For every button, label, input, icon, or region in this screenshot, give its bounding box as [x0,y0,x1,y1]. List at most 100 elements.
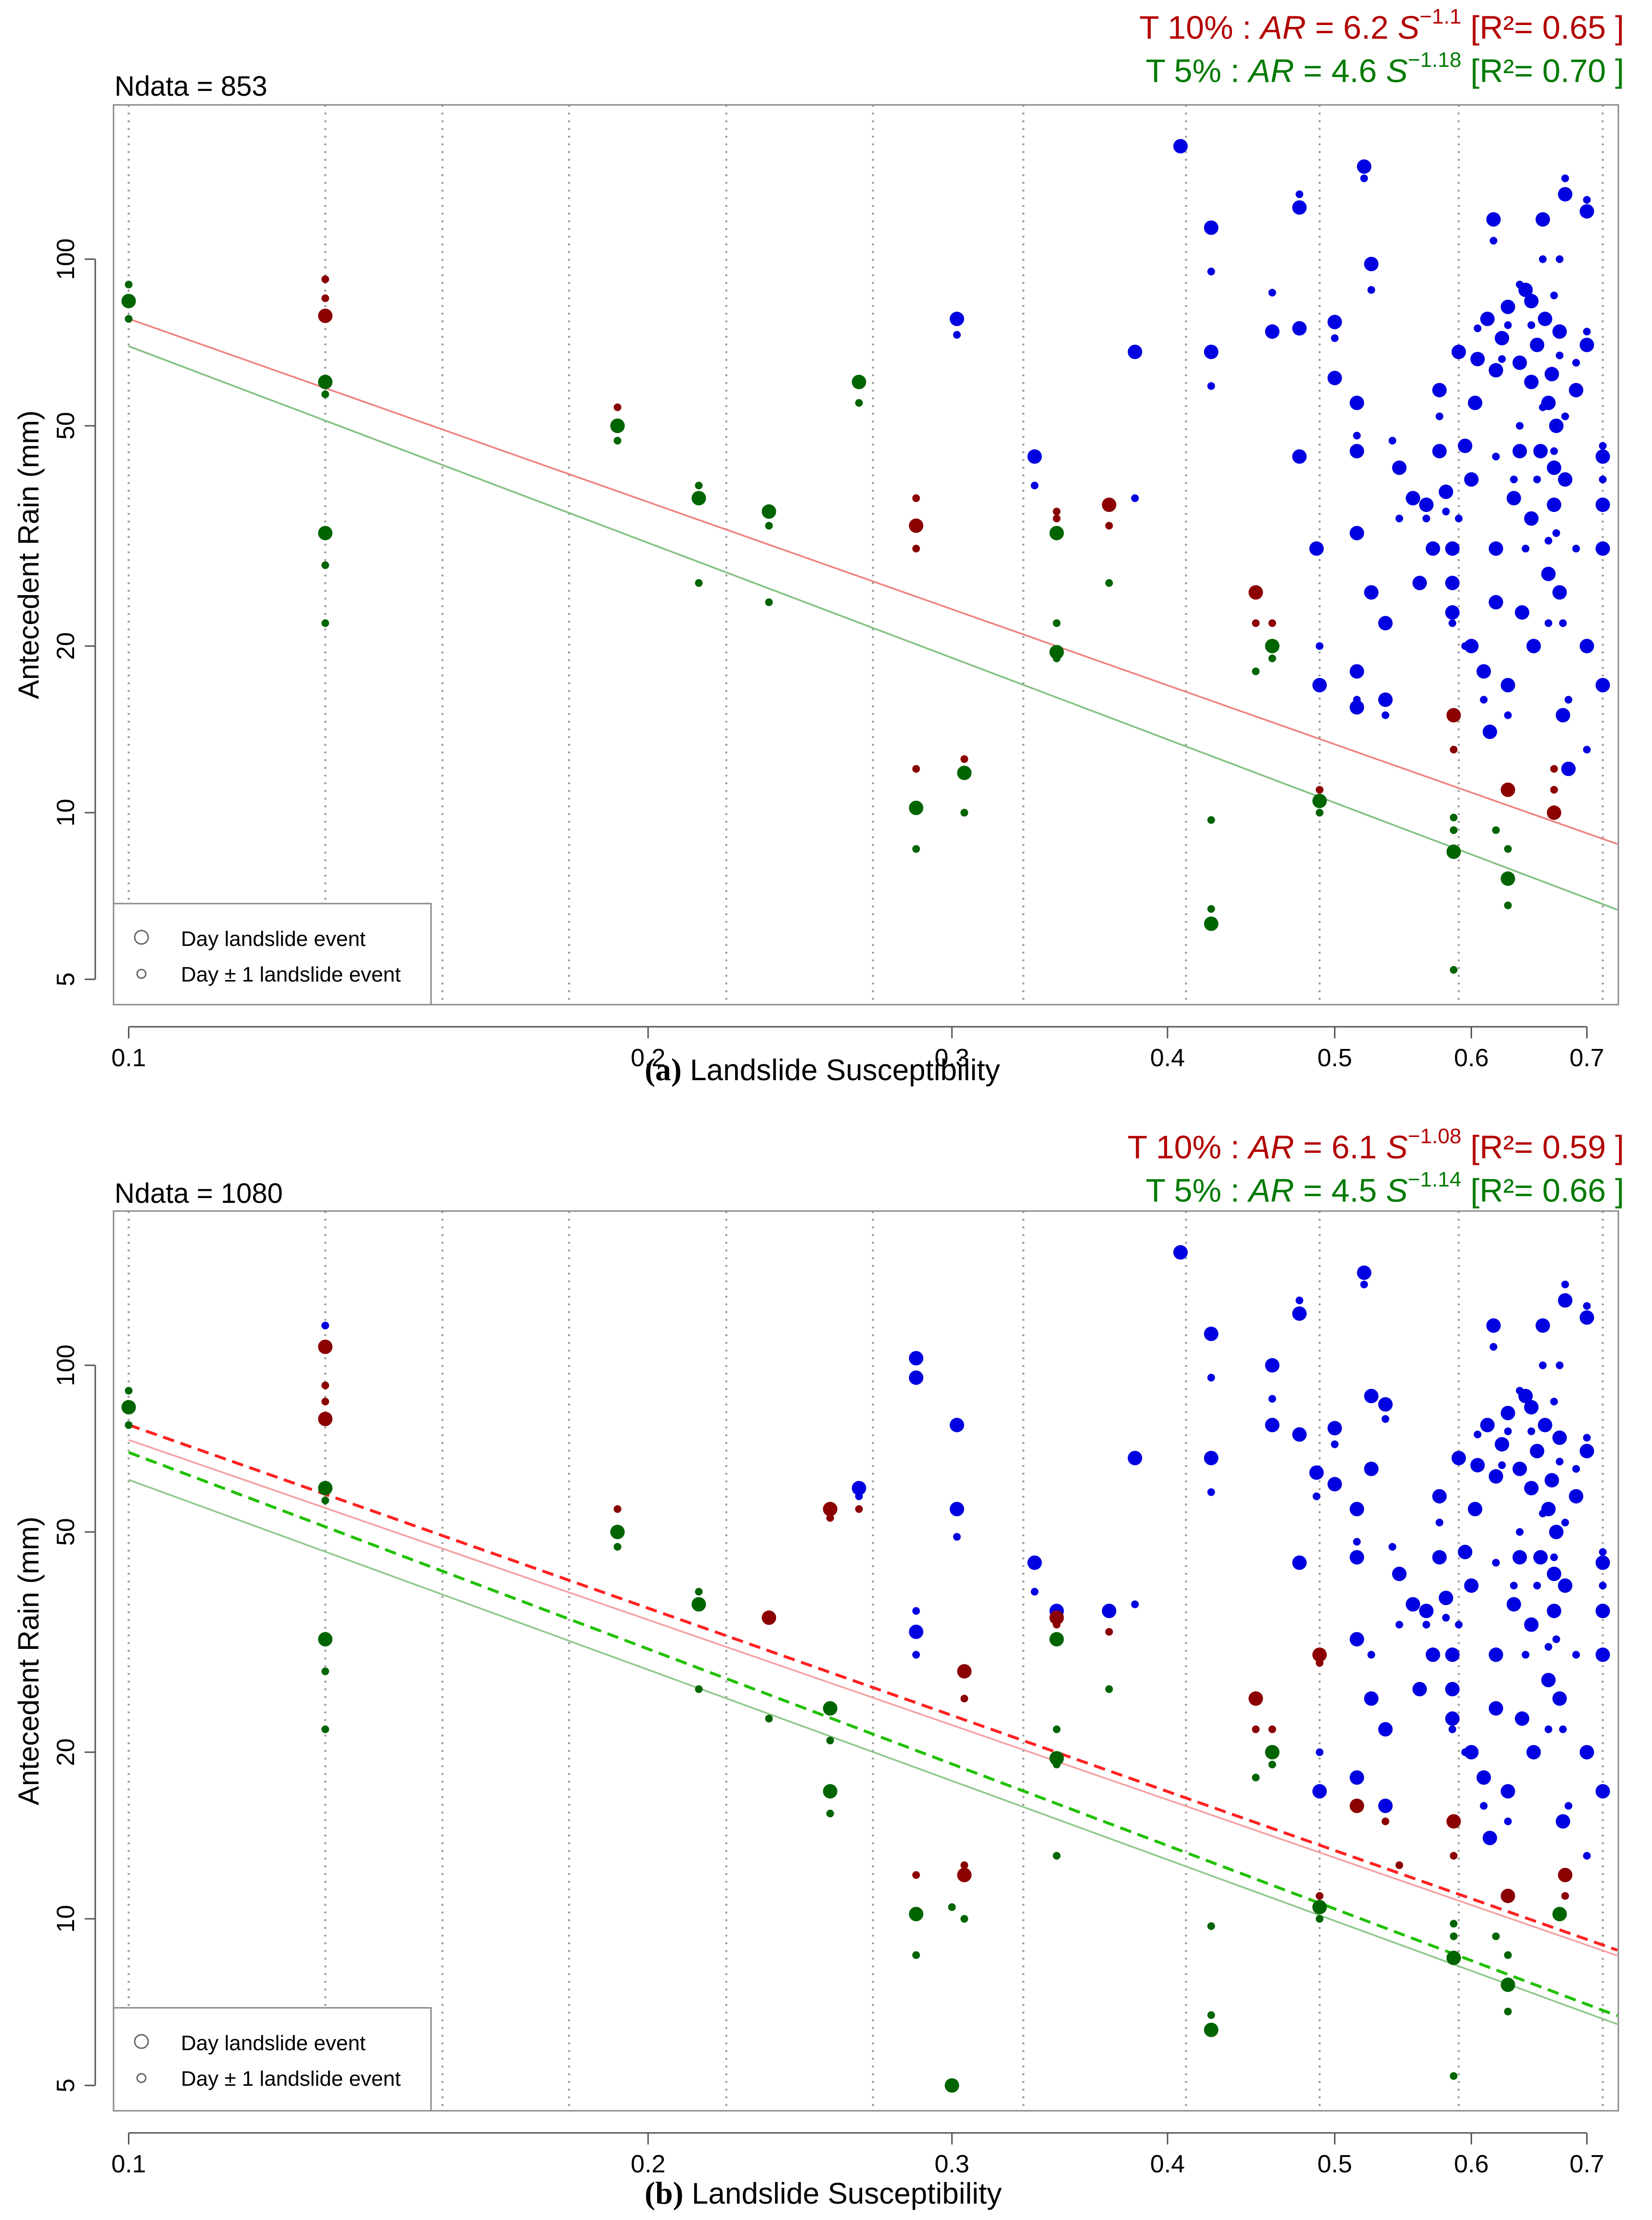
data-point-small [1550,1553,1558,1561]
data-point-large [1292,1306,1307,1321]
data-point-large [1558,187,1573,202]
data-point-large [1349,1632,1364,1646]
equation-t5: T 5% : AR = 4.5 S−1.14 [R²= 0.66 ] [1145,1168,1624,1210]
data-point-small [1316,1892,1324,1900]
data-point-small [1474,1430,1482,1439]
data-point-large [1309,1465,1324,1480]
data-point-large [1558,1293,1573,1308]
data-point-large [318,1632,333,1646]
data-point-large [1514,605,1529,620]
data-point-large [1518,282,1533,297]
data-point-large [1476,664,1491,679]
data-point-large [1547,498,1562,512]
data-point-small [1599,475,1607,484]
data-point-large [1378,692,1393,707]
data-point-small [1516,421,1524,430]
data-point-large [1506,1597,1521,1612]
data-point-small [1561,412,1569,421]
data-point-small [1296,190,1304,198]
data-point-large [1470,352,1485,367]
data-point-small [1559,619,1567,627]
data-point-large [1349,444,1364,459]
data-point-large [1349,1550,1364,1565]
data-point-small [1296,1296,1304,1304]
data-point-large [1049,1751,1064,1766]
eq-exponent: −1.08 [1408,1124,1461,1148]
eq-r2: [R²= 0.65 ] [1461,9,1624,46]
x-axis-title-text: Landslide Susceptibility [690,1054,1000,1087]
data-point-large [1292,449,1307,464]
data-point-large [1488,541,1503,556]
data-point-large [1049,645,1064,660]
data-point-large [1173,139,1188,153]
data-point-small [1331,1440,1339,1448]
data-point-large [1464,638,1479,653]
data-point-large [610,1524,625,1539]
data-point-small [1449,814,1458,822]
data-point-small [1053,1725,1061,1734]
data-point-small [1555,255,1563,263]
data-point-large [1292,200,1307,215]
data-point-large [1558,1867,1573,1882]
data-point-large [1446,708,1461,723]
data-point-small [1504,845,1512,853]
data-point-large [1547,460,1562,475]
data-point-small [1207,905,1215,913]
data-point-small [1436,1518,1444,1527]
equation-t5: T 5% : AR = 4.6 S−1.18 [R²= 0.70 ] [1145,48,1624,90]
data-point-small [1492,1932,1500,1940]
data-point-large [909,1370,924,1385]
data-point-large [1530,337,1545,352]
eq-mid: = 6.2 [1306,9,1398,46]
data-point-small [1268,654,1276,663]
data-point-small [826,1810,834,1818]
x-tick-label: 0.2 [631,2150,665,2178]
data-point-small [321,275,330,283]
data-point-large [1128,1451,1143,1466]
data-point-large [1558,1578,1573,1593]
data-point-large [1495,331,1510,345]
data-point-small [1527,321,1536,329]
data-point-small [1504,1427,1512,1435]
data-point-large [1549,1524,1564,1539]
eq-prefix: T 10% : [1127,1129,1249,1166]
data-point-small [912,1651,920,1659]
data-point-large [909,1351,924,1365]
data-point-small [948,1903,956,1911]
scatter-plot-a: 0.1 0.2 0.3 0.4 0.5 0.6 0.7 5 10 20 50 100 Anteceden… [13,104,1619,1072]
data-point-small [321,1321,330,1329]
legend: Day landslide event Day ± 1 landslide eve… [113,903,432,1006]
data-point-small [1504,1951,1512,1959]
data-point-large [1512,355,1527,370]
data-point-large [1265,324,1280,339]
data-point-small [1504,2007,1512,2016]
data-point-large [1445,1711,1460,1726]
eq-lhs: AR [1260,9,1306,46]
data-point-large [823,1502,838,1517]
data-point-large [1524,1617,1539,1632]
data-point-large [1204,344,1219,359]
data-point-large [1204,916,1219,931]
data-point-small [1316,786,1324,794]
data-point-large [1425,541,1440,556]
data-point-large [1312,793,1327,808]
data-point-small [1533,1582,1541,1590]
data-point-large [1438,485,1453,499]
data-point-small [1538,255,1547,263]
data-point-small [695,1685,703,1693]
data-point-small [1105,1628,1113,1636]
data-point-small [1583,1302,1591,1310]
data-points [121,139,1610,974]
data-point-large [950,1502,965,1517]
data-point-large [909,518,924,533]
data-point-large [1500,299,1515,314]
data-point-large [1595,498,1610,512]
data-point-small [1455,514,1463,523]
data-point-large [1425,1647,1440,1662]
data-point-small [1367,286,1375,294]
eq-lhs: AR [1248,1129,1295,1166]
data-point-small [695,482,703,490]
data-point-large [1204,220,1219,235]
data-point-large [1464,472,1479,487]
data-point-small [1550,292,1558,300]
